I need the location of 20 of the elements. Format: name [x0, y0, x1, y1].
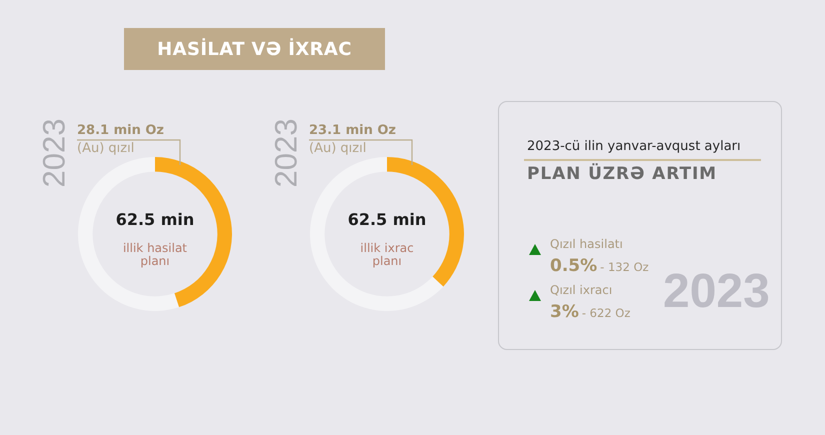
- text: 2023: [36, 118, 71, 188]
- text: PLAN ÜZRƏ ARTIM: [527, 164, 717, 185]
- text: 2023: [268, 118, 303, 188]
- data-label: 23.1 min Oz: [309, 123, 396, 139]
- text: - 132 Oz: [600, 260, 649, 274]
- chart-title: HASİLAT VƏ İXRAC: [157, 38, 352, 60]
- text: Qızıl ixracı: [550, 283, 612, 298]
- text: 62.5 min: [116, 210, 194, 230]
- data-label: 28.1 min Oz: [77, 123, 164, 139]
- text: Qızıl hasilatı: [550, 237, 623, 252]
- text: 0.5%: [550, 256, 598, 277]
- text: illik ixrac planı: [359, 241, 415, 268]
- text: - 622 Oz: [582, 306, 630, 320]
- slice-label: (Au) qızıl: [309, 141, 366, 157]
- slice-label: (Au) qızıl: [77, 141, 134, 157]
- text: 62.5 min: [348, 210, 426, 230]
- donut-slice: [310, 157, 444, 311]
- text: 3%: [550, 302, 579, 323]
- text: 2023-cü ilin yanvar-avqust ayları: [527, 139, 741, 155]
- text: illik hasilat planı: [122, 241, 188, 268]
